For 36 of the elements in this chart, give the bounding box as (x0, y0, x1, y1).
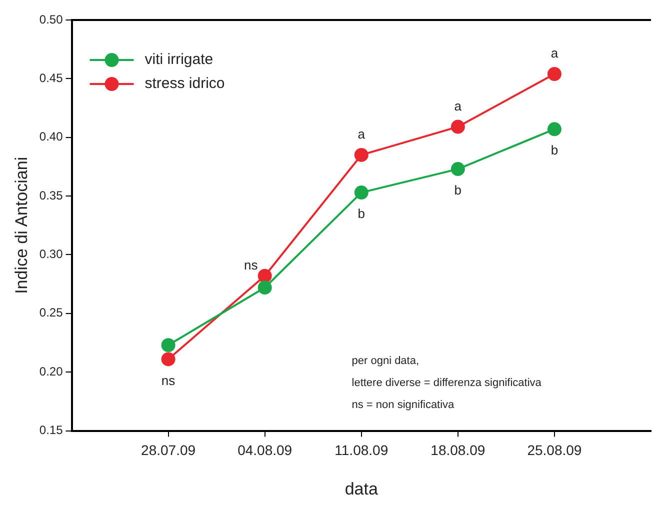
point (161, 338, 176, 352)
annotation: ns (161, 372, 176, 388)
annotation: b (454, 182, 462, 198)
point (547, 122, 562, 136)
legend-label: viti irrigate (144, 51, 214, 68)
point (450, 120, 465, 134)
x-tick-label: 28.07.09 (141, 442, 196, 458)
annotation: ns (244, 257, 258, 272)
y-tick-label: 0.25 (39, 306, 64, 320)
y-tick-label: 0.30 (39, 247, 64, 262)
y-tick-label: 0.50 (39, 12, 64, 26)
point (354, 186, 368, 200)
x-tick-label: 25.08.09 (527, 442, 582, 458)
y-tick-label: 0.45 (39, 71, 64, 85)
y-tick-label: 0.15 (39, 423, 64, 438)
point (258, 280, 272, 295)
point (258, 268, 272, 283)
annotation: a (358, 126, 366, 142)
x-axis-title: data (344, 479, 378, 498)
y-tick-label: 0.20 (39, 364, 64, 378)
annotation: a (454, 98, 462, 114)
y-tick-label: 0.35 (39, 188, 64, 202)
x-tick-label: 18.08.09 (430, 442, 486, 458)
y-axis-title: Indice di Antociani (12, 156, 31, 294)
x-tick-label: 04.08.09 (238, 442, 292, 458)
annotation: b (358, 206, 365, 222)
legend-label: stress idrico (144, 75, 225, 92)
annotation: b (550, 142, 558, 158)
point (450, 162, 465, 176)
annotation: a (550, 46, 559, 61)
x-tick-label: 11.08.09 (334, 442, 388, 458)
annotation: per ogni data, lettere diverse = differenza significativa ns = non significativa (352, 354, 542, 411)
point (547, 66, 562, 81)
y-tick-label: 0.40 (39, 130, 64, 144)
point (161, 352, 176, 366)
point (354, 148, 368, 162)
